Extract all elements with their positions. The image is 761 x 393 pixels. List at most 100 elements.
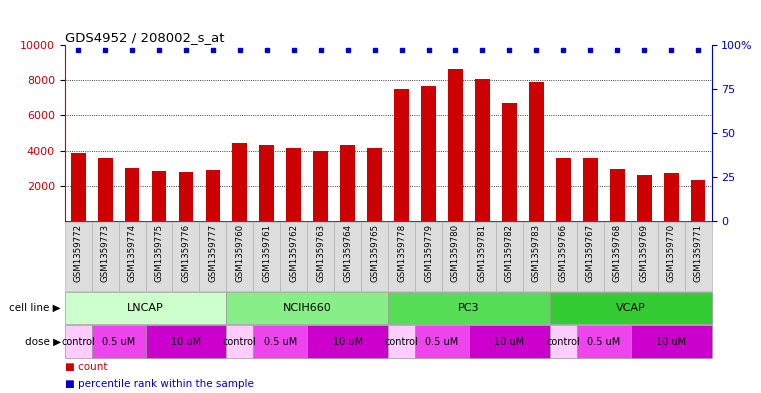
Bar (145, 222, 173, 291)
Text: GSM1359765: GSM1359765 (370, 224, 379, 282)
Bar (556, 158, 571, 221)
Bar (286, 148, 301, 221)
Bar (583, 158, 597, 221)
Text: control: control (62, 336, 95, 347)
Text: GSM1359779: GSM1359779 (424, 224, 433, 282)
Bar (253, 222, 280, 291)
Bar (71, 153, 85, 221)
Bar (469, 325, 550, 358)
Bar (65, 292, 227, 324)
Bar (119, 222, 145, 291)
Text: LNCAP: LNCAP (127, 303, 164, 313)
Bar (125, 168, 139, 221)
Text: GSM1359773: GSM1359773 (100, 224, 110, 282)
Text: GSM1359778: GSM1359778 (397, 224, 406, 282)
Text: GSM1359774: GSM1359774 (128, 224, 136, 282)
Bar (550, 325, 577, 358)
Text: GSM1359781: GSM1359781 (478, 224, 487, 282)
Text: 10 uM: 10 uM (656, 336, 686, 347)
Text: GSM1359777: GSM1359777 (209, 224, 218, 282)
Bar (421, 86, 436, 221)
Bar (448, 69, 463, 221)
Bar (314, 151, 328, 221)
Text: GSM1359764: GSM1359764 (343, 224, 352, 282)
Bar (388, 292, 550, 324)
Text: VCAP: VCAP (616, 303, 645, 313)
Text: GSM1359770: GSM1359770 (667, 224, 676, 282)
Text: control: control (385, 336, 419, 347)
Text: control: control (546, 336, 580, 347)
Text: 0.5 uM: 0.5 uM (587, 336, 620, 347)
Text: GDS4952 / 208002_s_at: GDS4952 / 208002_s_at (65, 31, 224, 44)
Bar (232, 143, 247, 221)
Text: GSM1359763: GSM1359763 (317, 224, 325, 282)
Text: GSM1359775: GSM1359775 (154, 224, 164, 282)
Bar (610, 169, 625, 221)
Bar (199, 222, 227, 291)
Bar (550, 222, 577, 291)
Bar (388, 222, 415, 291)
Bar (307, 325, 388, 358)
Bar (65, 222, 91, 291)
Text: PC3: PC3 (458, 303, 479, 313)
Bar (65, 325, 91, 358)
Bar (394, 89, 409, 221)
Text: GSM1359780: GSM1359780 (451, 224, 460, 282)
Bar (97, 158, 113, 221)
Text: 10 uM: 10 uM (171, 336, 201, 347)
Bar (658, 222, 685, 291)
Bar (631, 325, 712, 358)
Bar (340, 145, 355, 221)
Bar (253, 325, 307, 358)
Text: GSM1359762: GSM1359762 (289, 224, 298, 282)
Text: dose ▶: dose ▶ (25, 336, 61, 347)
Bar (415, 222, 442, 291)
Bar (496, 222, 523, 291)
Text: 10 uM: 10 uM (495, 336, 524, 347)
Bar (173, 222, 199, 291)
Bar (691, 180, 705, 221)
Text: GSM1359769: GSM1359769 (640, 224, 648, 282)
Bar (577, 222, 603, 291)
Bar (307, 222, 334, 291)
Text: GSM1359766: GSM1359766 (559, 224, 568, 282)
Bar (91, 222, 119, 291)
Bar (415, 325, 469, 358)
Text: 0.5 uM: 0.5 uM (263, 336, 297, 347)
Text: 10 uM: 10 uM (333, 336, 363, 347)
Text: 0.5 uM: 0.5 uM (102, 336, 135, 347)
Bar (179, 172, 193, 221)
Text: GSM1359761: GSM1359761 (263, 224, 272, 282)
Bar (334, 222, 361, 291)
Text: GSM1359782: GSM1359782 (505, 224, 514, 282)
Text: GSM1359760: GSM1359760 (235, 224, 244, 282)
Bar (442, 222, 469, 291)
Bar (260, 145, 274, 221)
Bar (388, 325, 415, 358)
Bar (227, 292, 388, 324)
Bar (475, 79, 490, 221)
Bar (502, 103, 517, 221)
Bar (550, 292, 712, 324)
Text: control: control (223, 336, 256, 347)
Text: GSM1359768: GSM1359768 (613, 224, 622, 282)
Text: ■ percentile rank within the sample: ■ percentile rank within the sample (65, 379, 253, 389)
Bar (637, 175, 651, 221)
Bar (685, 222, 712, 291)
Bar (664, 173, 679, 221)
Text: GSM1359783: GSM1359783 (532, 224, 541, 282)
Text: GSM1359772: GSM1359772 (74, 224, 83, 282)
Bar (469, 222, 496, 291)
Text: ■ count: ■ count (65, 362, 107, 371)
Bar (145, 325, 227, 358)
Bar (361, 222, 388, 291)
Bar (91, 325, 145, 358)
Bar (227, 222, 253, 291)
Bar (227, 325, 253, 358)
Text: cell line ▶: cell line ▶ (9, 303, 61, 313)
Bar (631, 222, 658, 291)
Bar (151, 171, 167, 221)
Bar (523, 222, 550, 291)
Bar (280, 222, 307, 291)
Bar (603, 222, 631, 291)
